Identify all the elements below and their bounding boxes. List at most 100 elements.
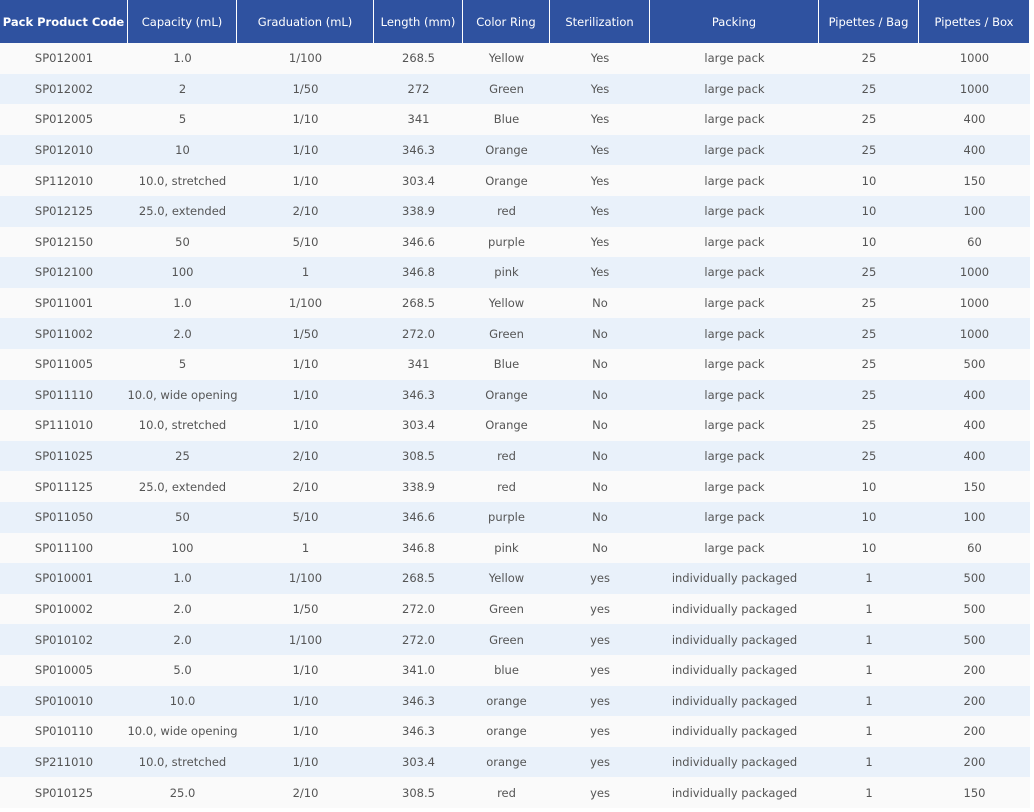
cell: large pack	[704, 479, 765, 494]
cell: SP011100	[34, 540, 94, 555]
cell: 1/50	[292, 326, 319, 341]
cell: SP011125	[34, 479, 94, 494]
cell: 25	[861, 357, 877, 372]
cell: 25	[861, 387, 877, 402]
cell: 25.0	[169, 785, 196, 800]
cell: SP112010	[34, 173, 94, 188]
cell: 268.5	[402, 571, 435, 586]
cell: No	[592, 479, 608, 494]
cell: No	[592, 387, 608, 402]
cell: individually packaged	[671, 724, 798, 739]
cell: 1	[865, 663, 873, 678]
table-row: SP012100 100 1 346.8 pink Yes large pack 25 1000	[0, 257, 1030, 288]
cell: SP011025	[34, 449, 94, 464]
cell: 1/10	[292, 755, 319, 770]
cell: orange	[486, 724, 527, 739]
cell: Yes	[590, 81, 610, 96]
cell: 60	[967, 234, 982, 249]
cell: 346.8	[402, 265, 435, 280]
cell: 60	[967, 540, 982, 555]
cell: 5	[178, 112, 187, 127]
header-cell: Pipettes / Box	[919, 0, 1030, 43]
cell: individually packaged	[671, 693, 798, 708]
cell: 10	[861, 234, 877, 249]
cell: 10	[861, 540, 877, 555]
cell: Yes	[590, 143, 610, 158]
cell: pink	[494, 265, 519, 280]
header-cell: Packing	[650, 0, 819, 43]
cell: pink	[494, 540, 519, 555]
cell: 1/50	[292, 602, 319, 617]
cell: Orange	[485, 143, 528, 158]
cell: 25	[861, 449, 877, 464]
header-cell: Pack Product Code	[0, 0, 128, 43]
cell: SP012100	[34, 265, 94, 280]
cell: 5	[178, 357, 187, 372]
cell: 25.0, extended	[138, 204, 227, 219]
cell: 346.6	[402, 510, 435, 525]
header-cell: Color Ring	[463, 0, 550, 43]
cell: 2.0	[173, 632, 192, 647]
cell: SP012125	[34, 204, 94, 219]
cell: 25	[861, 143, 877, 158]
cell: purple	[488, 234, 525, 249]
cell: 10.0	[169, 693, 196, 708]
cell: large pack	[704, 296, 765, 311]
cell: No	[592, 540, 608, 555]
cell: 500	[963, 357, 986, 372]
cell: 1/10	[292, 724, 319, 739]
cell: yes	[590, 755, 610, 770]
header-cell: Sterilization	[550, 0, 650, 43]
header-cell: Pipettes / Bag	[819, 0, 919, 43]
cell: 25	[861, 418, 877, 433]
cell: 1/10	[292, 357, 319, 372]
cell: 100	[963, 510, 986, 525]
cell: 400	[963, 143, 986, 158]
cell: 400	[963, 418, 986, 433]
cell: 1	[301, 265, 310, 280]
table-row: SP012125 25.0, extended 2/10 338.9 red Yes lar…	[0, 196, 1030, 227]
cell: 10.0, wide opening	[127, 724, 238, 739]
cell: red	[497, 204, 516, 219]
cell: 150	[963, 785, 986, 800]
cell: 1.0	[173, 571, 192, 586]
cell: Orange	[485, 173, 528, 188]
cell: 1	[865, 602, 873, 617]
cell: 1000	[959, 296, 990, 311]
cell: 1/10	[292, 143, 319, 158]
table-row: SP011001 1.0 1/100 268.5 Yellow No large pack 2…	[0, 287, 1030, 319]
cell: No	[592, 357, 608, 372]
cell: large pack	[704, 387, 765, 402]
table-row: SP011025 25 2/10 308.5 red No large pack 25 400	[0, 440, 1030, 472]
cell: yes	[590, 602, 610, 617]
cell: 200	[963, 755, 986, 770]
cell: 1/100	[288, 296, 323, 311]
cell: 346.3	[402, 724, 435, 739]
cell: SP010102	[34, 632, 94, 647]
cell: 2/10	[292, 204, 319, 219]
cell: 10	[861, 510, 877, 525]
cell: 2/10	[292, 449, 319, 464]
cell: 150	[963, 479, 986, 494]
cell: 2/10	[292, 479, 319, 494]
cell: individually packaged	[671, 785, 798, 800]
cell: 200	[963, 693, 986, 708]
table-row: SP011002 2.0 1/50 272.0 Green No large pack 25 1…	[0, 318, 1030, 349]
cell: individually packaged	[671, 602, 798, 617]
cell: 1.0	[173, 51, 192, 66]
cell: No	[592, 326, 608, 341]
cell: 10	[861, 173, 877, 188]
cell: 1/10	[292, 112, 319, 127]
cell: 1/100	[288, 571, 323, 586]
cell: large pack	[704, 204, 765, 219]
cell: yes	[590, 571, 610, 586]
cell: 1	[865, 724, 873, 739]
cell: 100	[171, 265, 194, 280]
cell: Yellow	[488, 571, 525, 586]
cell: large pack	[704, 234, 765, 249]
cell: 10.0, stretched	[138, 755, 227, 770]
cell: 346.3	[402, 693, 435, 708]
cell: 272	[407, 81, 430, 96]
cell: 10.0, stretched	[138, 173, 227, 188]
